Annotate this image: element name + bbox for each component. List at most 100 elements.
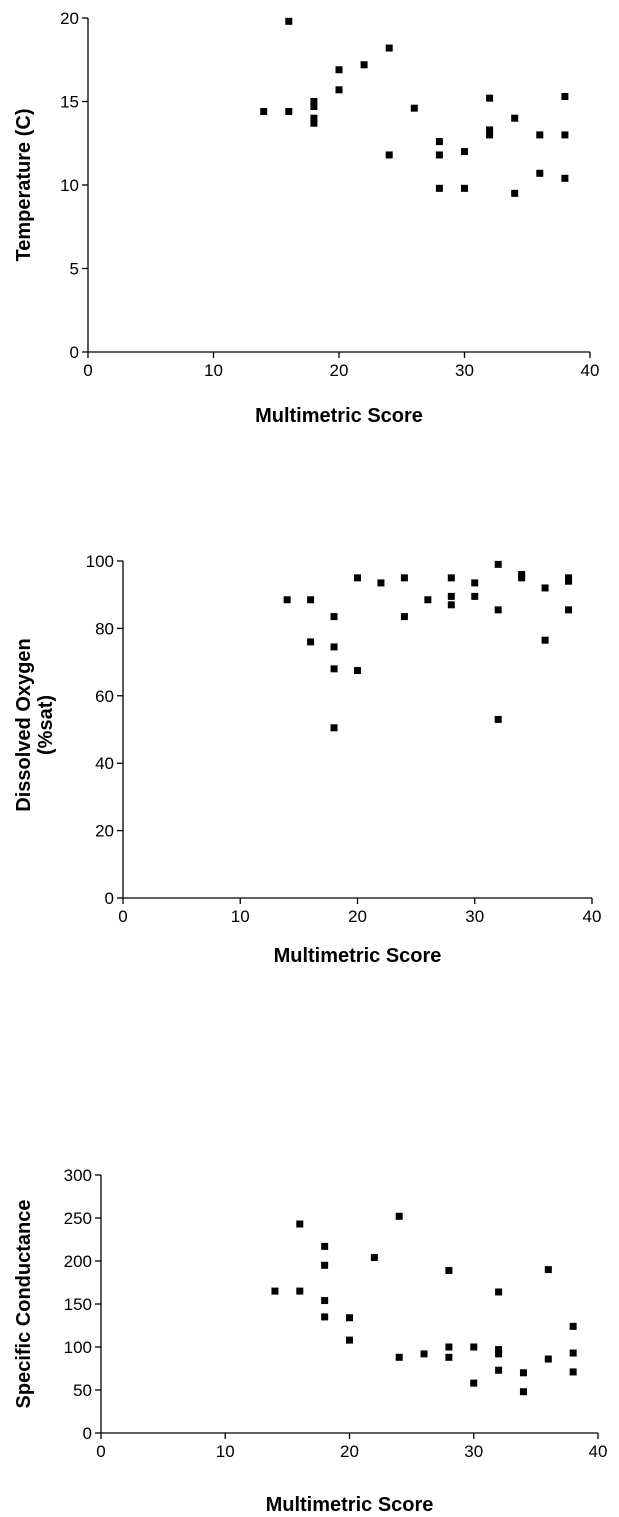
data-point [321,1242,329,1250]
x-tick-label: 20 [348,907,367,926]
x-tick-label: 20 [340,1442,359,1461]
y-tick-label: 5 [70,260,79,279]
data-point [494,715,502,723]
data-point [310,114,318,122]
data-point [360,61,368,69]
data-point [561,92,569,100]
y-tick-label: 100 [64,1338,92,1357]
data-point [511,114,519,122]
y-tick-label: 60 [95,687,114,706]
data-point [335,66,343,74]
y-tick-label: 15 [60,93,79,112]
data-point [285,108,293,116]
x-tick-label: 0 [96,1442,105,1461]
y-tick-label: 0 [83,1424,92,1443]
y-tick-label: 100 [86,552,114,571]
data-point [495,1288,503,1296]
data-point [330,613,338,621]
data-point [471,592,479,600]
data-point [310,98,318,105]
data-point [536,169,544,177]
data-point [330,643,338,651]
data-point [461,148,468,156]
x-tick-label: 40 [583,907,602,926]
x-tick-label: 30 [464,1442,483,1461]
data-point [260,108,268,116]
data-point [310,119,318,127]
y-axis-label-line: Temperature (C) [13,109,35,262]
y-tick-label: 80 [95,619,114,638]
y-axis-label-line: Dissolved Oxygen [13,638,35,811]
y-tick-label: 0 [105,889,114,908]
data-point [565,577,573,585]
data-point [494,560,502,568]
data-point [495,1350,503,1358]
data-point [370,1254,378,1262]
data-point [395,1212,403,1220]
y-axis-label: Temperature (C) [13,109,35,262]
chart-1: 0 5 10 15 20 0 10 20 30 40 Multimetric Score Temper… [13,9,599,427]
x-tick-label: 40 [581,361,600,380]
data-point [470,1343,478,1351]
data-point [544,1266,552,1274]
data-point [470,1379,478,1387]
data-point [494,606,502,614]
y-tick-label: 200 [64,1252,92,1271]
data-point [447,601,455,609]
data-point [424,596,432,604]
y-tick-label: 20 [95,822,114,841]
x-tick-label: 40 [589,1442,608,1461]
data-point [307,596,315,604]
y-tick-label: 20 [60,9,79,28]
data-point [435,151,443,159]
data-point [385,44,393,52]
data-point [471,579,479,587]
data-point [335,86,343,94]
data-point [354,574,361,582]
x-axis-label: Multimetric Score [266,1494,434,1516]
data-point [385,151,393,159]
data-point [486,126,494,134]
data-point [321,1261,329,1269]
data-point [518,574,526,582]
x-tick-label: 10 [204,361,223,380]
y-tick-label: 50 [73,1381,92,1400]
data-point [447,574,455,582]
data-point [536,131,544,139]
data-point [447,592,455,600]
data-point [519,1388,527,1396]
x-tick-label: 0 [118,907,127,926]
y-tick-label: 300 [64,1166,92,1185]
data-point [296,1287,304,1295]
data-point [541,584,549,592]
data-point [445,1266,453,1274]
data-point [285,17,293,25]
data-point [435,184,443,192]
data-point [561,131,569,139]
x-tick-label: 30 [465,907,484,926]
y-tick-label: 10 [60,176,79,195]
data-point [541,636,549,644]
data-point [569,1368,577,1376]
x-tick-label: 20 [330,361,349,380]
data-point [495,1366,503,1374]
y-axis-label-line: Specific Conductance [13,1200,35,1409]
data-point [445,1343,453,1351]
data-point [400,574,408,582]
data-point [565,606,573,614]
data-point [486,94,494,102]
data-point [321,1313,329,1321]
data-point [346,1314,353,1322]
x-tick-label: 0 [83,361,92,380]
data-point [400,613,408,621]
y-tick-label: 40 [95,754,114,773]
data-point [569,1349,577,1357]
data-point [461,184,468,192]
data-point [410,104,418,112]
x-tick-label: 30 [455,361,474,380]
y-tick-label: 150 [64,1295,92,1314]
data-point [569,1322,577,1330]
data-point [395,1353,403,1361]
x-tick-label: 10 [216,1442,235,1461]
